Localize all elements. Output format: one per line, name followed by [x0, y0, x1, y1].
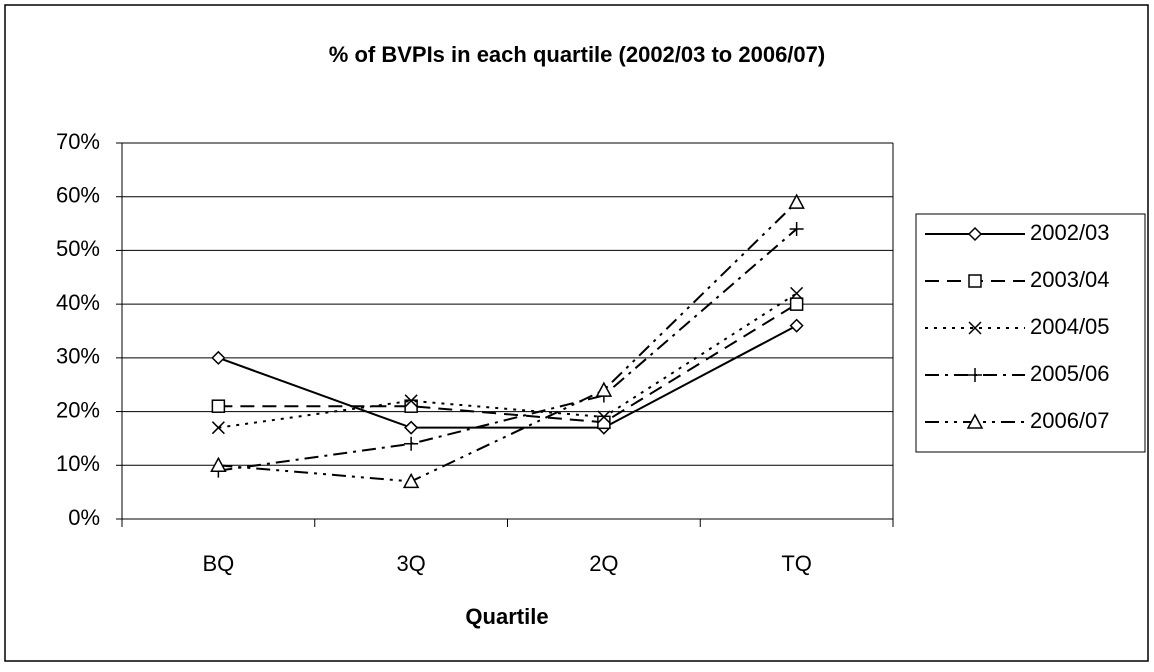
x-tick-label: TQ: [781, 551, 812, 576]
marker: [404, 420, 419, 435]
y-tick-label: 10%: [56, 451, 100, 476]
x-tick-label: 2Q: [589, 551, 618, 576]
legend-label: 2002/03: [1030, 220, 1110, 245]
marker: [404, 436, 419, 451]
legend-label: 2003/04: [1030, 267, 1110, 292]
y-tick-label: 0%: [68, 505, 100, 530]
marker: [402, 472, 420, 489]
marker: [966, 413, 984, 429]
series-line: [218, 324, 798, 429]
marker: [597, 410, 611, 424]
legend-label: 2005/06: [1030, 361, 1110, 386]
y-tick-label: 70%: [56, 129, 100, 154]
marker: [789, 297, 804, 311]
y-tick-label: 40%: [56, 290, 100, 315]
x-tick-label: 3Q: [396, 551, 425, 576]
marker: [789, 318, 804, 333]
marker: [967, 226, 983, 242]
series-line: [218, 303, 798, 424]
marker: [788, 193, 805, 209]
marker: [211, 421, 225, 435]
y-tick-label: 60%: [56, 183, 100, 208]
marker: [210, 456, 227, 473]
marker: [597, 415, 611, 430]
y-tick-label: 20%: [56, 397, 100, 422]
series-line: [218, 201, 798, 483]
legend-box: [915, 213, 1146, 453]
legend-label: 2006/07: [1030, 408, 1110, 433]
marker: [790, 286, 804, 300]
y-tick-label: 50%: [56, 236, 100, 261]
chart-title: % of BVPIs in each quartile (2002/03 to …: [329, 42, 825, 67]
marker: [968, 368, 982, 382]
legend-label: 2004/05: [1030, 314, 1110, 339]
marker: [968, 274, 982, 288]
marker: [595, 381, 613, 397]
marker: [211, 399, 226, 413]
y-tick-label: 30%: [56, 344, 100, 369]
marker: [404, 394, 418, 408]
series-line: [218, 228, 798, 472]
marker: [968, 321, 982, 335]
x-axis-title: Quartile: [465, 604, 548, 629]
marker: [211, 350, 226, 365]
x-tick-label: BQ: [202, 551, 234, 576]
marker: [789, 221, 804, 236]
